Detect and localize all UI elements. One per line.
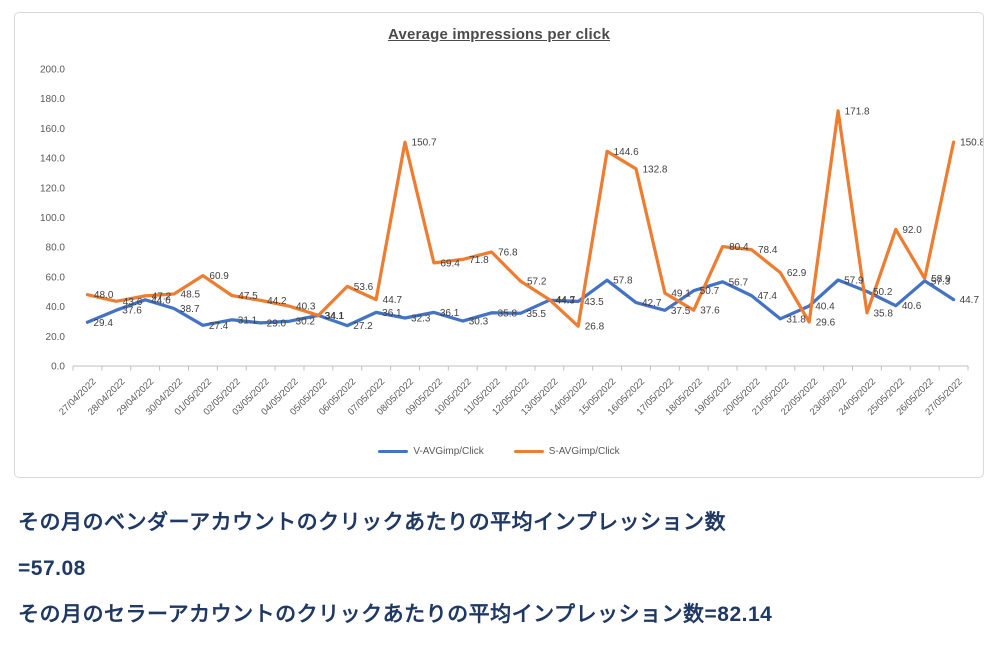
svg-text:40.6: 40.6 [902,301,922,312]
s-series-line-swatch [513,449,544,454]
svg-text:58.9: 58.9 [931,274,951,285]
svg-text:38.7: 38.7 [180,304,200,315]
svg-text:29.0: 29.0 [267,318,287,329]
svg-text:31.8: 31.8 [786,314,806,325]
svg-text:76.8: 76.8 [498,247,518,258]
svg-text:57.9: 57.9 [844,276,864,287]
svg-text:150.7: 150.7 [412,138,437,149]
svg-text:32.3: 32.3 [411,314,431,325]
series-line-v [85,278,956,328]
svg-text:37.6: 37.6 [700,306,720,317]
v-series-legend-label: V-AVGimp/Click [413,446,484,457]
svg-text:49.1: 49.1 [671,289,691,300]
svg-text:92.0: 92.0 [902,225,922,236]
svg-text:35.8: 35.8 [873,308,893,319]
svg-text:29.4: 29.4 [93,318,113,329]
svg-text:48.5: 48.5 [181,289,201,300]
svg-text:56.7: 56.7 [729,277,749,288]
svg-text:171.8: 171.8 [845,106,870,117]
y-axis-labels: 0.0 20.0 40.0 60.0 80.0 100.0 120.0 140.0 160.0 1… [40,65,65,373]
svg-text:40.4: 40.4 [815,302,835,313]
x-axis-labels: 27/04/202228/04/202229/04/202230/04/2022… [57,376,965,417]
svg-text:180.0: 180.0 [40,94,65,105]
svg-text:35.8: 35.8 [498,308,518,319]
svg-text:50.7: 50.7 [700,286,720,297]
svg-text:69.4: 69.4 [440,258,460,269]
legend-item-v-series: V-AVGimp/Click [378,446,484,457]
svg-text:36.1: 36.1 [382,308,402,319]
legend-item-s-series: S-AVGimp/Click [513,446,620,457]
svg-text:150.8: 150.8 [960,138,983,149]
svg-text:27.2: 27.2 [353,321,373,332]
svg-text:44.3: 44.3 [555,296,575,307]
series-data-labels-s: 48.0 43.6 47.2 48.5 60.9 47.5 44.2 40.3 34.1 53.6… [94,106,983,332]
svg-text:160.0: 160.0 [40,124,65,135]
s-series-legend-label: S-AVGimp/Click [548,446,620,457]
svg-text:31.1: 31.1 [238,315,258,326]
summary-line-vendor-value: =57.08 [18,557,86,580]
svg-text:36.1: 36.1 [440,308,460,319]
svg-text:44.6: 44.6 [151,295,171,306]
x-axis [72,365,969,371]
svg-text:144.6: 144.6 [614,147,639,158]
svg-text:44.2: 44.2 [267,296,287,307]
svg-text:48.0: 48.0 [94,290,114,301]
svg-text:47.2: 47.2 [152,291,172,302]
svg-text:0.0: 0.0 [51,362,65,373]
svg-text:37.5: 37.5 [671,306,691,317]
svg-text:35.5: 35.5 [527,309,547,320]
svg-text:60.9: 60.9 [209,271,229,282]
svg-text:47.5: 47.5 [238,291,258,302]
svg-text:29.6: 29.6 [816,318,836,329]
svg-text:200.0: 200.0 [40,65,65,76]
svg-text:120.0: 120.0 [40,183,65,194]
svg-text:34.1: 34.1 [325,311,345,322]
svg-text:60.0: 60.0 [46,272,66,283]
summary-line-seller: その月のセラーアカウントのクリックあたりの平均インプレッション数=82.14 [18,603,773,626]
svg-text:44.7: 44.7 [383,295,403,306]
chart-frame: Average impressions per click 0.0 20.0 40.… [14,12,984,478]
svg-text:57.3: 57.3 [931,276,951,287]
summary-line-vendor: その月のベンダーアカウントのクリックあたりの平均インプレッション数 [18,511,727,534]
svg-text:53.6: 53.6 [354,282,374,293]
svg-text:100.0: 100.0 [40,213,65,224]
svg-text:80.0: 80.0 [46,243,66,254]
svg-text:40.0: 40.0 [46,302,66,313]
svg-text:57.8: 57.8 [613,276,633,287]
chart-title: Average impressions per click [387,26,611,43]
summary-text-block: その月のベンダーアカウントのクリックあたりの平均インプレッション数 =57.08… [18,511,993,649]
svg-text:57.2: 57.2 [527,277,547,288]
svg-text:62.9: 62.9 [787,268,807,279]
svg-text:34.1: 34.1 [324,311,344,322]
svg-text:44.7: 44.7 [556,295,576,306]
series-line-s [85,109,956,328]
svg-text:40.3: 40.3 [296,302,316,313]
svg-text:44.7: 44.7 [960,295,980,306]
svg-text:71.8: 71.8 [469,255,489,266]
series-data-labels-v: 29.4 37.6 44.6 38.7 27.4 31.1 29.0 30.2 34.1 27.2… [93,276,979,333]
svg-text:47.4: 47.4 [757,291,777,302]
v-series-line-swatch [378,449,409,454]
svg-text:30.3: 30.3 [469,317,489,328]
svg-text:20.0: 20.0 [46,332,66,343]
svg-text:78.4: 78.4 [758,245,778,256]
svg-text:80.4: 80.4 [729,242,749,253]
chart-legend: V-AVGimp/Click S-AVGimp/Click [15,446,983,457]
svg-text:27.4: 27.4 [209,321,229,332]
svg-text:43.5: 43.5 [584,297,604,308]
svg-text:132.8: 132.8 [642,164,667,175]
svg-text:30.2: 30.2 [296,317,316,328]
svg-text:140.0: 140.0 [40,154,65,165]
svg-text:43.6: 43.6 [123,297,143,308]
plot-area: 0.0 20.0 40.0 60.0 80.0 100.0 120.0 140.0 160.0 1… [40,65,983,418]
svg-text:42.7: 42.7 [642,298,662,309]
svg-text:50.2: 50.2 [873,287,893,298]
svg-text:37.6: 37.6 [122,306,142,317]
svg-text:26.8: 26.8 [585,322,605,333]
